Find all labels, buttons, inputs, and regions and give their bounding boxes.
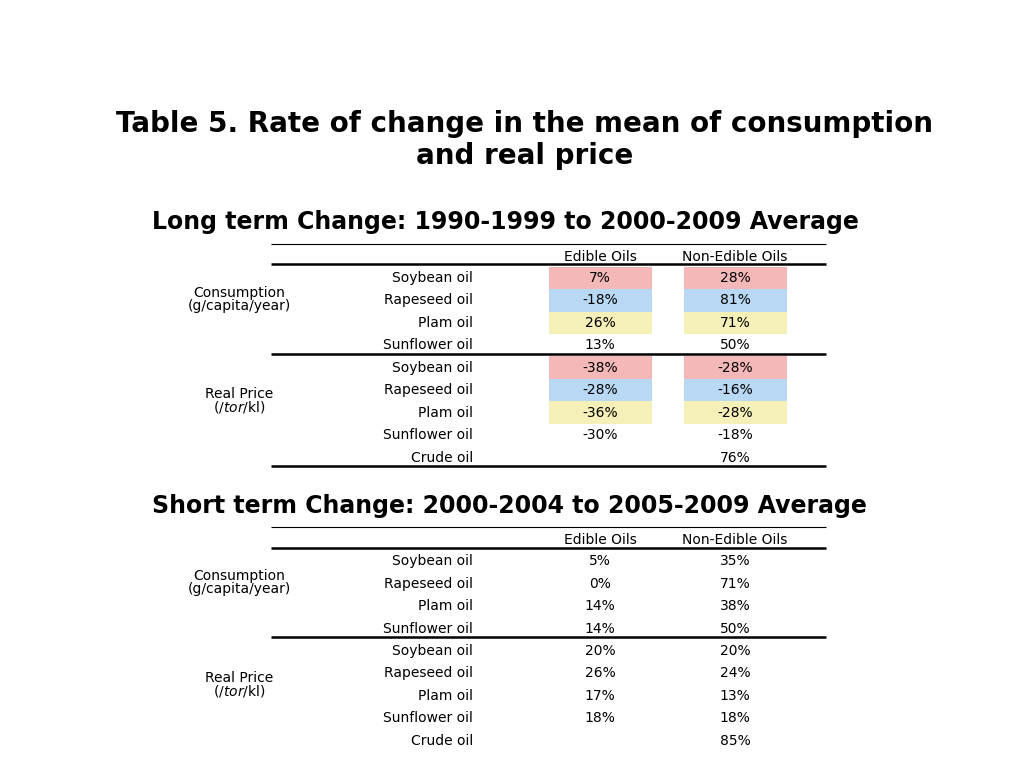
Text: 20%: 20% bbox=[720, 644, 751, 658]
Text: Rapeseed oil: Rapeseed oil bbox=[384, 577, 473, 591]
Text: (g/capita/year): (g/capita/year) bbox=[187, 300, 291, 313]
Bar bbox=[549, 379, 652, 402]
Text: 5%: 5% bbox=[589, 554, 611, 568]
Text: 13%: 13% bbox=[720, 689, 751, 703]
Bar bbox=[684, 312, 786, 334]
Text: Plam oil: Plam oil bbox=[418, 316, 473, 329]
Text: 26%: 26% bbox=[585, 667, 615, 680]
Text: 7%: 7% bbox=[589, 271, 611, 285]
Text: Real Price: Real Price bbox=[205, 670, 273, 684]
Text: Soybean oil: Soybean oil bbox=[392, 644, 473, 658]
Bar bbox=[684, 402, 786, 424]
Text: 50%: 50% bbox=[720, 621, 751, 636]
Text: Short term Change: 2000-2004 to 2005-2009 Average: Short term Change: 2000-2004 to 2005-200… bbox=[152, 494, 866, 518]
Bar bbox=[549, 402, 652, 424]
Text: 71%: 71% bbox=[720, 316, 751, 329]
Text: 0%: 0% bbox=[589, 577, 611, 591]
Text: 13%: 13% bbox=[585, 338, 615, 353]
Text: Sunflower oil: Sunflower oil bbox=[383, 711, 473, 726]
Bar bbox=[684, 289, 786, 312]
Text: 81%: 81% bbox=[720, 293, 751, 307]
Text: -28%: -28% bbox=[717, 361, 753, 375]
Text: Rapeseed oil: Rapeseed oil bbox=[384, 667, 473, 680]
Text: 20%: 20% bbox=[585, 644, 615, 658]
Text: Sunflower oil: Sunflower oil bbox=[383, 621, 473, 636]
Text: 76%: 76% bbox=[720, 451, 751, 465]
Text: Non-Edible Oils: Non-Edible Oils bbox=[682, 250, 787, 264]
Text: -16%: -16% bbox=[717, 383, 753, 397]
Text: Consumption: Consumption bbox=[194, 286, 285, 300]
Bar bbox=[684, 266, 786, 289]
Text: -30%: -30% bbox=[583, 428, 617, 442]
Text: ($/t or $/kl): ($/t or $/kl) bbox=[213, 683, 265, 699]
Text: 18%: 18% bbox=[585, 711, 615, 726]
Bar bbox=[549, 289, 652, 312]
Text: -18%: -18% bbox=[717, 428, 753, 442]
Bar bbox=[549, 356, 652, 379]
Text: Non-Edible Oils: Non-Edible Oils bbox=[682, 533, 787, 548]
Text: Soybean oil: Soybean oil bbox=[392, 361, 473, 375]
Bar bbox=[684, 379, 786, 402]
Text: 14%: 14% bbox=[585, 599, 615, 613]
Text: Soybean oil: Soybean oil bbox=[392, 271, 473, 285]
Text: 17%: 17% bbox=[585, 689, 615, 703]
Text: Long term Change: 1990-1999 to 2000-2009 Average: Long term Change: 1990-1999 to 2000-2009… bbox=[152, 210, 859, 234]
Text: -38%: -38% bbox=[583, 361, 618, 375]
Bar bbox=[684, 356, 786, 379]
Text: -18%: -18% bbox=[583, 293, 618, 307]
Text: Real Price: Real Price bbox=[205, 387, 273, 402]
Text: Rapeseed oil: Rapeseed oil bbox=[384, 293, 473, 307]
Text: Sunflower oil: Sunflower oil bbox=[383, 428, 473, 442]
Text: Edible Oils: Edible Oils bbox=[564, 533, 637, 548]
Text: Crude oil: Crude oil bbox=[411, 734, 473, 748]
Text: 14%: 14% bbox=[585, 621, 615, 636]
Text: 71%: 71% bbox=[720, 577, 751, 591]
Text: Table 5. Rate of change in the mean of consumption
and real price: Table 5. Rate of change in the mean of c… bbox=[117, 110, 933, 170]
Text: Plam oil: Plam oil bbox=[418, 406, 473, 419]
Text: Edible Oils: Edible Oils bbox=[564, 250, 637, 264]
Bar bbox=[549, 312, 652, 334]
Text: Soybean oil: Soybean oil bbox=[392, 554, 473, 568]
Text: 50%: 50% bbox=[720, 338, 751, 353]
Text: 24%: 24% bbox=[720, 667, 751, 680]
Text: 35%: 35% bbox=[720, 554, 751, 568]
Text: -28%: -28% bbox=[583, 383, 618, 397]
Text: 26%: 26% bbox=[585, 316, 615, 329]
Text: Rapeseed oil: Rapeseed oil bbox=[384, 383, 473, 397]
Text: -28%: -28% bbox=[717, 406, 753, 419]
Text: ($/t or $/kl): ($/t or $/kl) bbox=[213, 399, 265, 415]
Text: Sunflower oil: Sunflower oil bbox=[383, 338, 473, 353]
Text: Plam oil: Plam oil bbox=[418, 689, 473, 703]
Text: 85%: 85% bbox=[720, 734, 751, 748]
Text: Consumption: Consumption bbox=[194, 570, 285, 584]
Bar bbox=[549, 266, 652, 289]
Text: Crude oil: Crude oil bbox=[411, 451, 473, 465]
Text: 28%: 28% bbox=[720, 271, 751, 285]
Text: 18%: 18% bbox=[720, 711, 751, 726]
Text: -36%: -36% bbox=[583, 406, 618, 419]
Text: (g/capita/year): (g/capita/year) bbox=[187, 582, 291, 597]
Text: Plam oil: Plam oil bbox=[418, 599, 473, 613]
Text: 38%: 38% bbox=[720, 599, 751, 613]
